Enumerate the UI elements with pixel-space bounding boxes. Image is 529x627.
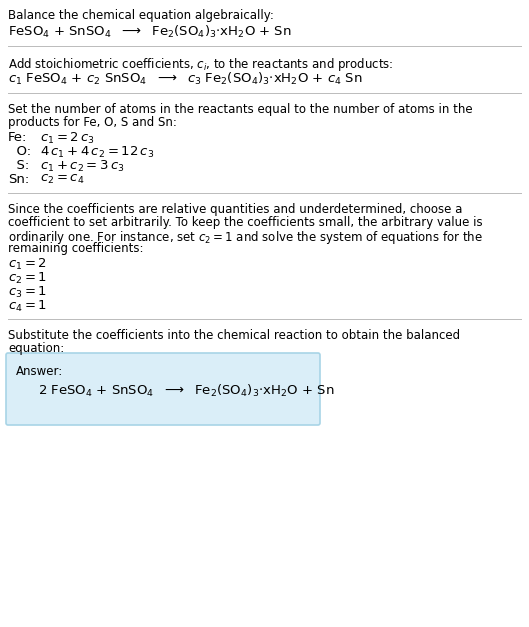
Text: Set the number of atoms in the reactants equal to the number of atoms in the: Set the number of atoms in the reactants… [8,103,472,116]
Text: 2 FeSO$_4$ + SnSO$_4$  $\longrightarrow$  Fe$_2$(SO$_4$)$_3$$\cdot$xH$_2$O + Sn: 2 FeSO$_4$ + SnSO$_4$ $\longrightarrow$ … [38,383,334,399]
Text: $c_1$ FeSO$_4$ + $c_2$ SnSO$_4$  $\longrightarrow$  $c_3$ Fe$_2$(SO$_4$)$_3$$\cd: $c_1$ FeSO$_4$ + $c_2$ SnSO$_4$ $\longri… [8,71,363,87]
Text: products for Fe, O, S and Sn:: products for Fe, O, S and Sn: [8,116,177,129]
Text: Sn:: Sn: [8,173,29,186]
Text: $4\,c_1 + 4\,c_2 = 12\,c_3$: $4\,c_1 + 4\,c_2 = 12\,c_3$ [40,145,154,160]
Text: FeSO$_4$ + SnSO$_4$  $\longrightarrow$  Fe$_2$(SO$_4$)$_3$$\cdot$xH$_2$O + Sn: FeSO$_4$ + SnSO$_4$ $\longrightarrow$ Fe… [8,24,291,40]
Text: Answer:: Answer: [16,365,63,378]
Text: Since the coefficients are relative quantities and underdetermined, choose a: Since the coefficients are relative quan… [8,203,462,216]
Text: Fe:: Fe: [8,131,28,144]
Text: $c_1 = 2$: $c_1 = 2$ [8,257,47,272]
Text: remaining coefficients:: remaining coefficients: [8,242,143,255]
Text: equation:: equation: [8,342,64,355]
Text: $c_1 + c_2 = 3\,c_3$: $c_1 + c_2 = 3\,c_3$ [40,159,125,174]
Text: Substitute the coefficients into the chemical reaction to obtain the balanced: Substitute the coefficients into the che… [8,329,460,342]
Text: $c_2 = c_4$: $c_2 = c_4$ [40,173,85,186]
Text: S:: S: [8,159,29,172]
Text: ordinarily one. For instance, set $c_2 = 1$ and solve the system of equations fo: ordinarily one. For instance, set $c_2 =… [8,229,483,246]
Text: O:: O: [8,145,31,158]
Text: $c_3 = 1$: $c_3 = 1$ [8,285,47,300]
FancyBboxPatch shape [6,353,320,425]
Text: Balance the chemical equation algebraically:: Balance the chemical equation algebraica… [8,9,274,22]
Text: Add stoichiometric coefficients, $c_i$, to the reactants and products:: Add stoichiometric coefficients, $c_i$, … [8,56,394,73]
Text: coefficient to set arbitrarily. To keep the coefficients small, the arbitrary va: coefficient to set arbitrarily. To keep … [8,216,482,229]
Text: $c_2 = 1$: $c_2 = 1$ [8,271,47,286]
Text: $c_4 = 1$: $c_4 = 1$ [8,299,47,314]
Text: $c_1 = 2\,c_3$: $c_1 = 2\,c_3$ [40,131,95,146]
